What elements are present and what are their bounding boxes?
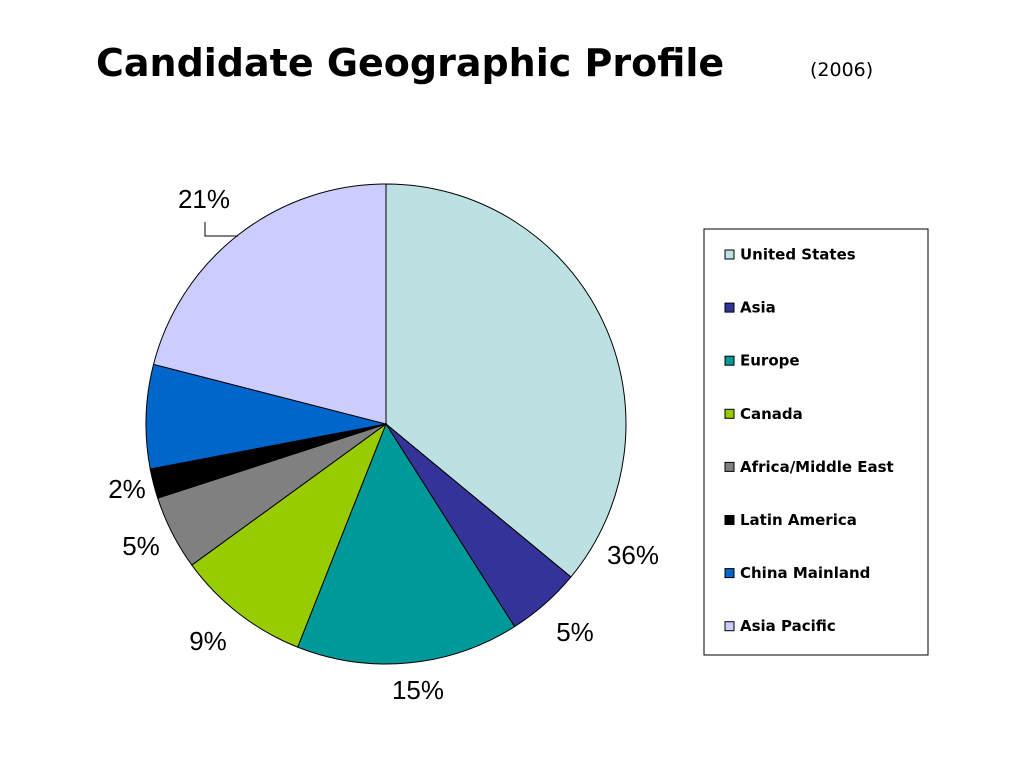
legend: United States Asia Europe Canada Africa/Midd… [724, 246, 894, 635]
pie-slice [145, 363, 387, 470]
legend-swatch [724, 249, 735, 260]
leader-line [204, 222, 238, 237]
data-label: 15% [392, 675, 444, 705]
pie-slice [191, 422, 388, 648]
data-label: 21% [178, 184, 230, 214]
pie-slice [385, 183, 627, 578]
legend-label: United States [740, 246, 856, 264]
legend-swatch [724, 302, 735, 313]
pie-slice [152, 183, 387, 425]
legend-label: Asia Pacific [740, 617, 836, 635]
legend-swatch [724, 461, 735, 472]
data-label: 5% [556, 617, 594, 647]
pie-slice [297, 422, 516, 665]
legend-swatch [724, 515, 735, 525]
data-label: 36% [607, 540, 659, 570]
legend-box [703, 228, 929, 656]
legend-label: Africa/Middle East [740, 458, 894, 476]
legend-label: Latin America [740, 511, 857, 529]
legend-label: Canada [740, 405, 803, 423]
legend-label: China Mainland [740, 564, 870, 582]
legend-label: Europe [740, 352, 800, 370]
legend-swatch [724, 408, 735, 419]
legend-swatch [724, 355, 735, 366]
data-label: 5% [122, 531, 160, 561]
legend-swatch [724, 568, 735, 579]
legend-label: Asia [740, 299, 776, 317]
chart-subtitle: (2006) [810, 59, 873, 81]
data-label: 2% [108, 474, 146, 504]
pie: 36% 5% 15% 9% 5% 2% 21% [108, 183, 659, 705]
chart-title: Candidate Geographic Profile [96, 41, 724, 85]
legend-swatch [724, 621, 735, 632]
data-label: 9% [189, 626, 227, 656]
